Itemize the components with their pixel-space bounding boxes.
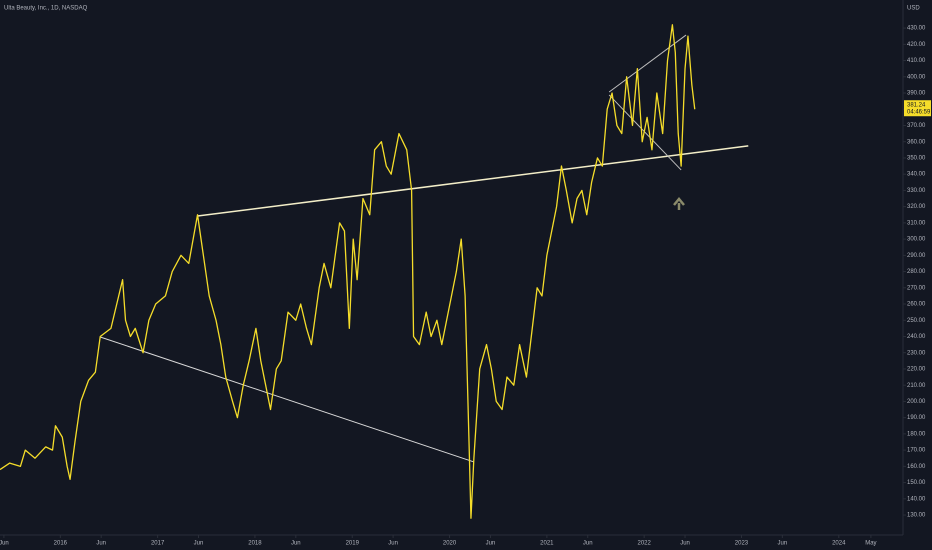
y-tick-label: 130.00 (907, 513, 926, 519)
y-axis-label: USD (907, 6, 920, 12)
y-tick-label: 150.00 (907, 480, 926, 486)
x-tick-label: 2017 (151, 541, 165, 547)
y-tick-label: 390.00 (907, 91, 926, 97)
y-tick-label: 400.00 (907, 74, 926, 80)
y-tick-label: 300.00 (907, 237, 926, 243)
x-tick-label: 2022 (637, 541, 651, 547)
y-tick-label: 350.00 (907, 156, 926, 162)
x-tick-label: Jun (486, 541, 496, 547)
y-tick-label: 170.00 (907, 448, 926, 454)
y-tick-label: 160.00 (907, 464, 926, 470)
trend-line (608, 34, 687, 93)
x-tick-label: Jun (583, 541, 593, 547)
y-tick-label: 230.00 (907, 350, 926, 356)
y-tick-label: 320.00 (907, 204, 926, 210)
x-tick-label: 2021 (540, 541, 554, 547)
y-tick-label: 360.00 (907, 139, 926, 145)
y-tick-label: 140.00 (907, 496, 926, 502)
y-tick-label: 420.00 (907, 42, 926, 48)
countdown-label: 04:46:59 (907, 109, 931, 115)
y-tick-label: 340.00 (907, 172, 926, 178)
x-tick-label: 2019 (346, 541, 360, 547)
x-tick-label: 2020 (443, 541, 457, 547)
x-tick-label: May (865, 541, 876, 547)
x-tick-label: Jun (388, 541, 398, 547)
y-tick-label: 200.00 (907, 399, 926, 405)
y-tick-label: 310.00 (907, 220, 926, 226)
x-tick-label: Jun (96, 541, 106, 547)
chart-title: Ulta Beauty, Inc., 1D, NASDAQ (4, 6, 88, 12)
x-tick-label: Jun (680, 541, 690, 547)
x-tick-label: Jun (777, 541, 787, 547)
x-tick-label: 2024 (832, 541, 846, 547)
y-tick-label: 240.00 (907, 334, 926, 340)
x-tick-label: Jun (194, 541, 204, 547)
price-tag-label: 381.24 (907, 102, 926, 108)
y-tick-label: 280.00 (907, 269, 926, 275)
y-tick-label: 250.00 (907, 318, 926, 324)
x-tick-label: 2016 (54, 541, 68, 547)
y-tick-label: 290.00 (907, 253, 926, 259)
y-tick-label: 430.00 (907, 26, 926, 32)
y-tick-label: 270.00 (907, 285, 926, 291)
y-tick-label: 260.00 (907, 302, 926, 308)
y-tick-label: 410.00 (907, 58, 926, 64)
trend-line (197, 145, 749, 217)
x-tick-label: 2018 (248, 541, 262, 547)
y-tick-label: 210.00 (907, 383, 926, 389)
y-tick-label: 220.00 (907, 367, 926, 373)
price-tag (904, 100, 931, 117)
x-tick-label: Jun (291, 541, 301, 547)
arrow-icon (673, 197, 685, 210)
y-tick-label: 330.00 (907, 188, 926, 194)
trend-line (608, 94, 682, 171)
y-tick-label: 180.00 (907, 431, 926, 437)
price-line (0, 24, 696, 519)
x-tick-label: Jun (0, 541, 9, 547)
x-tick-label: 2023 (735, 541, 749, 547)
trend-line (100, 336, 475, 463)
y-tick-label: 370.00 (907, 123, 926, 129)
y-tick-label: 190.00 (907, 415, 926, 421)
